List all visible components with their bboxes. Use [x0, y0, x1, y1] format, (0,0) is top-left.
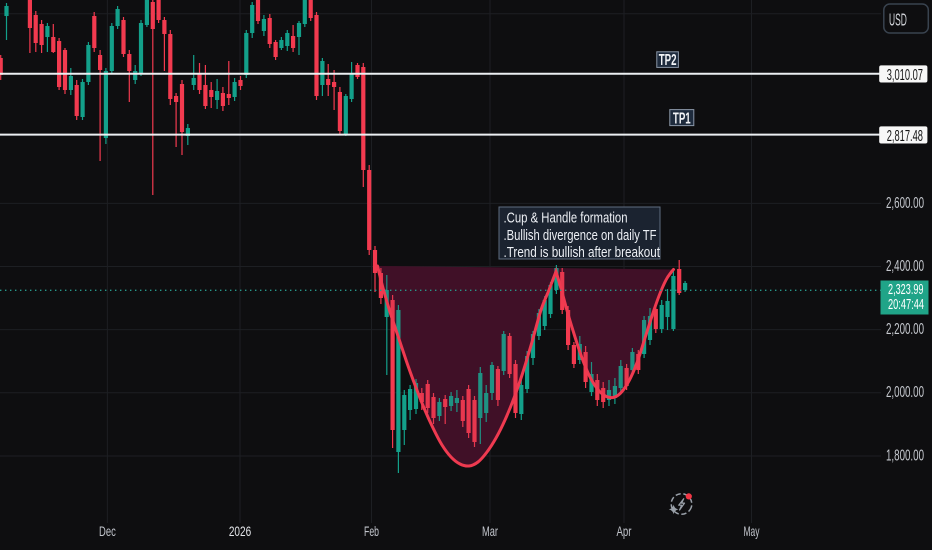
svg-text:Apr: Apr — [617, 524, 632, 539]
svg-text:2,200.00: 2,200.00 — [886, 321, 924, 338]
svg-text:1,800.00: 1,800.00 — [886, 447, 924, 464]
svg-text:2,323.99: 2,323.99 — [888, 281, 924, 298]
svg-text:2,600.00: 2,600.00 — [886, 195, 924, 212]
svg-text:Feb: Feb — [364, 524, 379, 539]
svg-text:2,400.00: 2,400.00 — [886, 258, 924, 275]
svg-text:2026: 2026 — [229, 524, 252, 539]
svg-text:.Bullish divergence on daily T: .Bullish divergence on daily TF — [504, 227, 657, 244]
svg-text:Dec: Dec — [99, 524, 116, 539]
svg-text:3,010.07: 3,010.07 — [887, 67, 923, 84]
svg-text:20:47:44: 20:47:44 — [888, 296, 924, 313]
svg-text:USD: USD — [889, 10, 907, 30]
svg-text:.Trend is bullish after breako: .Trend is bullish after breakout — [504, 244, 661, 261]
svg-text:May: May — [744, 524, 760, 539]
svg-text:2,000.00: 2,000.00 — [886, 384, 924, 401]
svg-text:TP2: TP2 — [659, 52, 677, 69]
svg-text:.Cup & Handle formation: .Cup & Handle formation — [504, 210, 628, 227]
svg-text:Mar: Mar — [482, 524, 498, 539]
svg-text:2,817.48: 2,817.48 — [887, 128, 923, 145]
svg-text:TP1: TP1 — [673, 110, 691, 127]
